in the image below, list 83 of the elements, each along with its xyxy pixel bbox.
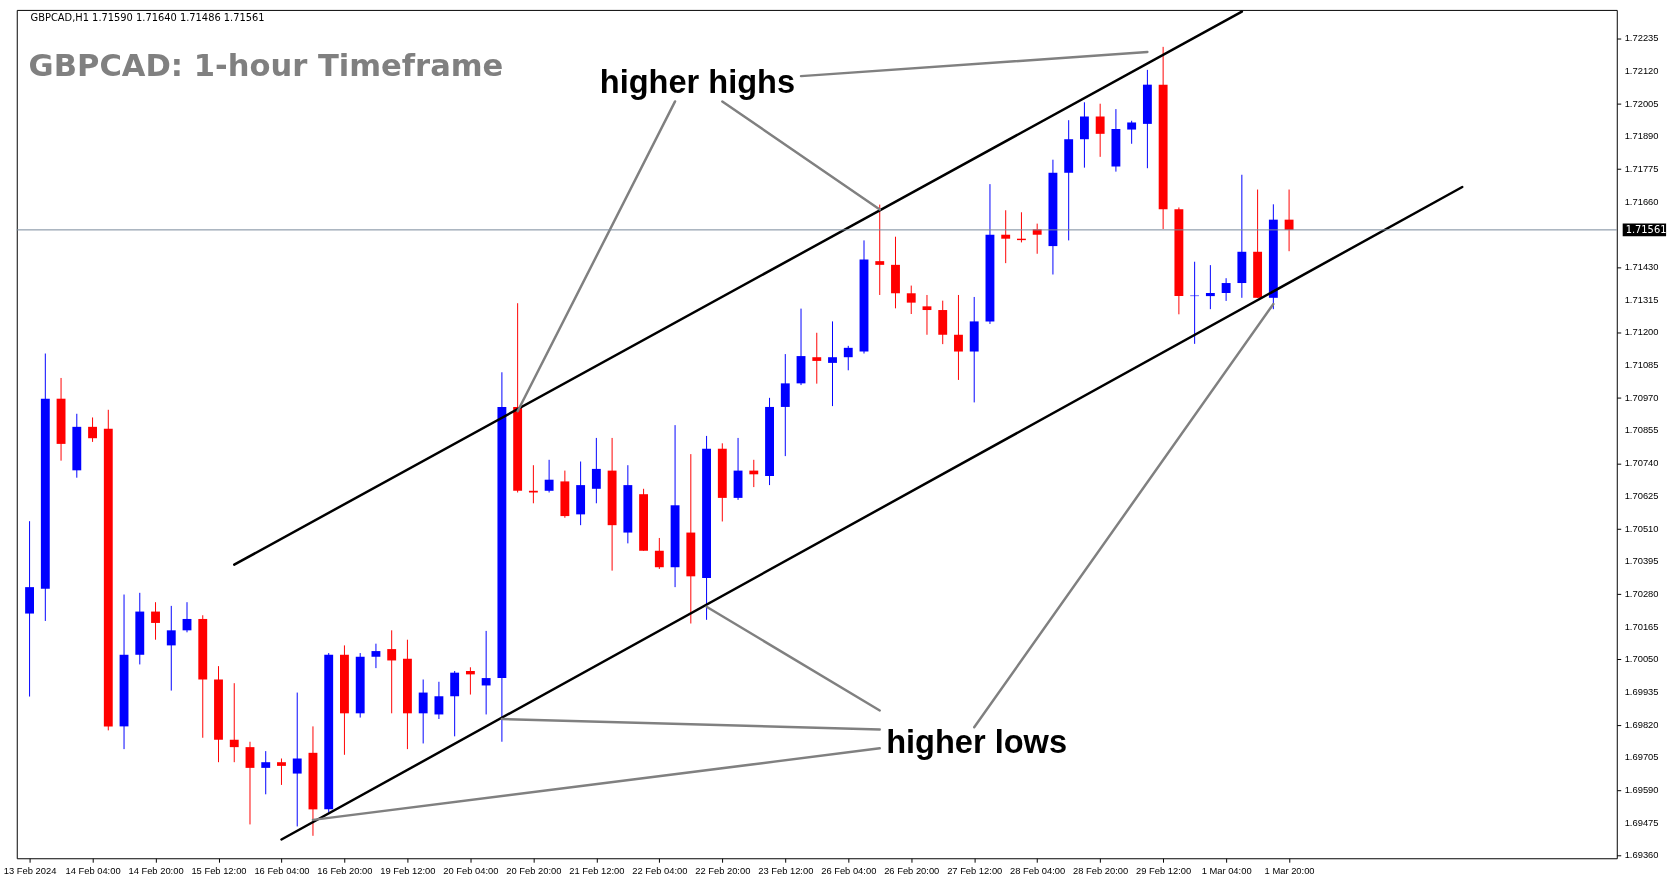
annotation: GBPCAD,H1 1.71590 1.71640 1.71486 1.71561 <box>30 11 265 23</box>
x-tick-label: 20 Feb 04:00 <box>443 865 499 876</box>
x-tick-label: 19 Feb 12:00 <box>380 865 436 876</box>
candlestick <box>544 459 554 493</box>
x-tick-label: 22 Feb 04:00 <box>632 865 688 876</box>
y-tick-label: 1.72005 <box>1624 98 1659 109</box>
y-tick-label: 1.71085 <box>1624 360 1659 371</box>
x-tick-label: 1 Mar 04:00 <box>1201 865 1252 876</box>
candlestick <box>371 643 381 669</box>
y-tick-label: 1.69705 <box>1624 752 1659 763</box>
y-tick-label: 1.72235 <box>1624 33 1659 44</box>
ref-line-label: 1.71561 <box>1625 223 1667 235</box>
y-tick-label: 1.71890 <box>1624 131 1659 142</box>
candlestick <box>1095 103 1105 158</box>
y-tick-label: 1.71660 <box>1624 196 1659 207</box>
candlestick <box>434 681 444 720</box>
y-tick-label: 1.69590 <box>1624 785 1659 796</box>
y-tick-label: 1.70855 <box>1624 425 1659 436</box>
candlestick <box>922 294 932 336</box>
y-tick-label: 1.72120 <box>1624 65 1659 76</box>
x-tick-label: 26 Feb 20:00 <box>884 865 940 876</box>
x-tick-label: 14 Feb 04:00 <box>65 865 121 876</box>
y-tick-label: 1.70740 <box>1624 458 1659 469</box>
candlestick <box>812 332 822 385</box>
x-tick-label: 16 Feb 04:00 <box>254 865 310 876</box>
x-tick-label: 21 Feb 12:00 <box>569 865 625 876</box>
candlestick <box>261 750 271 795</box>
x-tick-label: 16 Feb 20:00 <box>317 865 373 876</box>
y-tick-label: 1.70280 <box>1624 588 1659 599</box>
x-tick-label: 13 Feb 2024 <box>3 865 57 876</box>
candlestick <box>465 666 475 696</box>
x-tick-label: 26 Feb 04:00 <box>821 865 877 876</box>
x-tick-label: 28 Feb 20:00 <box>1073 865 1129 876</box>
y-tick-label: 1.70510 <box>1624 523 1659 534</box>
annotation: higher lows <box>886 723 1067 760</box>
y-tick-label: 1.69935 <box>1624 686 1659 697</box>
y-tick-label: 1.71200 <box>1624 327 1659 338</box>
candlestick <box>292 692 302 827</box>
y-tick-label: 1.70625 <box>1624 490 1659 501</box>
candlestick <box>906 285 916 315</box>
y-tick-label: 1.69360 <box>1624 850 1659 861</box>
x-tick-label: 1 Mar 20:00 <box>1264 865 1315 876</box>
candlestick <box>875 204 885 296</box>
x-tick-label: 22 Feb 20:00 <box>695 865 751 876</box>
candlestick <box>654 537 664 570</box>
y-tick-label: 1.71315 <box>1624 294 1659 305</box>
candlestick <box>843 345 853 371</box>
y-tick-label: 1.70165 <box>1624 621 1659 632</box>
y-tick-label: 1.71775 <box>1624 164 1659 175</box>
candlestick <box>229 682 239 763</box>
candlestick <box>450 670 460 737</box>
y-tick-label: 1.70050 <box>1624 654 1659 665</box>
candlestick <box>88 416 97 443</box>
candlestick <box>780 353 790 457</box>
x-tick-label: 15 Feb 12:00 <box>191 865 247 876</box>
candlestick <box>591 437 601 504</box>
candlestick <box>245 741 255 825</box>
candlestick <box>1127 120 1137 145</box>
x-tick-label: 14 Feb 20:00 <box>128 865 184 876</box>
y-tick-label: 1.70395 <box>1624 556 1659 567</box>
candlestick <box>166 605 176 692</box>
x-tick-label: 20 Feb 20:00 <box>506 865 562 876</box>
candlestick <box>828 320 837 407</box>
x-tick-label: 29 Feb 12:00 <box>1136 865 1192 876</box>
candlestick <box>1001 209 1011 264</box>
candlestick <box>387 629 397 714</box>
text: GBPCAD: 1-hour Timeframe <box>28 48 504 84</box>
x-tick-label: 27 Feb 12:00 <box>947 865 1003 876</box>
candlestick <box>481 630 491 715</box>
y-tick-label: 1.70970 <box>1624 392 1659 403</box>
annotation: higher highs <box>599 63 796 100</box>
y-tick-label: 1.69820 <box>1624 719 1659 730</box>
candlestick <box>954 294 963 381</box>
x-tick-label: 28 Feb 04:00 <box>1010 865 1066 876</box>
candlestick <box>1221 277 1231 302</box>
candlestick <box>418 678 428 744</box>
candlestick <box>1205 264 1215 310</box>
y-tick-label: 1.71430 <box>1624 262 1659 273</box>
y-tick-label: 1.69475 <box>1624 817 1659 828</box>
x-tick-label: 23 Feb 12:00 <box>758 865 814 876</box>
candlestick <box>151 601 160 641</box>
candlestick <box>277 758 286 786</box>
candlestick <box>1079 101 1089 169</box>
